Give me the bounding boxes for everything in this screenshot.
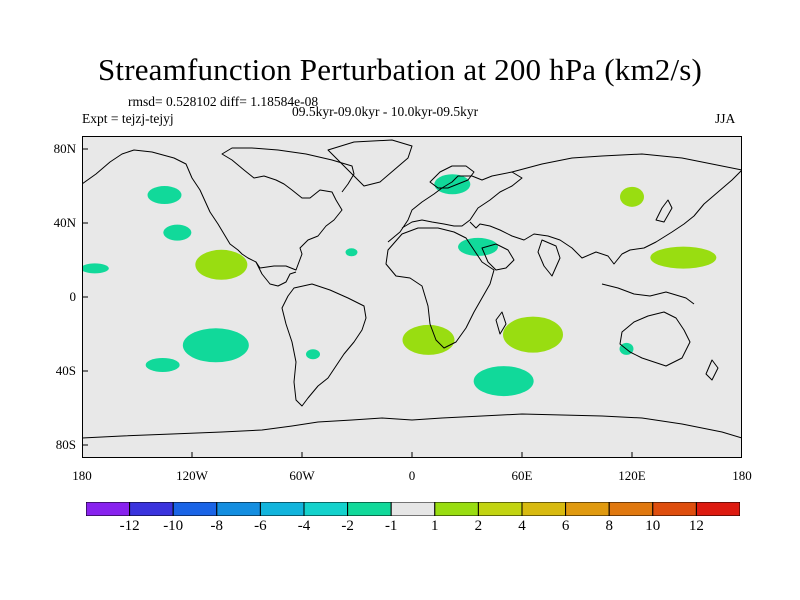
anomaly-pos-3 bbox=[195, 249, 248, 280]
coast-new-zealand bbox=[705, 359, 719, 381]
coast-africa bbox=[385, 227, 495, 349]
x-tick-label: 60E bbox=[511, 468, 533, 483]
anomaly-neg-15 bbox=[473, 366, 534, 397]
anomaly-pos-8 bbox=[650, 246, 717, 269]
coast-south-america bbox=[281, 283, 367, 407]
coast-australia bbox=[619, 311, 691, 367]
colorbar-label: 2 bbox=[474, 518, 483, 534]
anomaly-neg-11 bbox=[306, 349, 320, 360]
anomaly-pos-13 bbox=[503, 316, 563, 353]
colorbar-label: -6 bbox=[254, 518, 267, 534]
colorbar-swatch bbox=[608, 502, 654, 516]
colorbar-swatch bbox=[477, 502, 523, 516]
colorbar-label: 4 bbox=[518, 518, 526, 534]
y-tick-label: 80N bbox=[53, 141, 76, 156]
season-label: JJA bbox=[715, 111, 736, 126]
anomaly-neg-5 bbox=[434, 174, 471, 195]
colorbar-label: 6 bbox=[561, 518, 570, 534]
anomaly-pos-12 bbox=[402, 324, 455, 355]
x-tick-label: 0 bbox=[408, 468, 416, 483]
coast-indonesia bbox=[601, 283, 695, 305]
colorbar-label: -10 bbox=[163, 518, 184, 534]
x-tick-label: 180 bbox=[732, 468, 752, 483]
colorbar-label: -8 bbox=[210, 518, 224, 534]
colorbar-swatch bbox=[86, 502, 131, 516]
coast-antarctica bbox=[82, 413, 742, 439]
colorbar-swatch bbox=[521, 502, 567, 516]
colorbar-label: -1 bbox=[384, 518, 398, 534]
ocean-background bbox=[82, 136, 742, 458]
colorbar-label: -4 bbox=[297, 518, 311, 534]
anomaly-neg-2 bbox=[82, 263, 109, 274]
experiment-label: Expt = tejzj-tejyj bbox=[82, 111, 174, 126]
colorbar-swatch bbox=[129, 502, 174, 516]
colorbar-label: -2 bbox=[341, 518, 354, 534]
coast-north-america bbox=[82, 147, 355, 271]
anomaly-neg-10 bbox=[145, 357, 180, 372]
colorbar-label: 10 bbox=[645, 518, 661, 534]
coast-greenland bbox=[327, 139, 413, 187]
y-tick-label: 0 bbox=[69, 289, 77, 304]
coast-india bbox=[537, 239, 561, 277]
colorbar-swatch bbox=[695, 502, 740, 516]
colorbar-swatch bbox=[347, 502, 392, 516]
colorbar-swatch bbox=[434, 502, 479, 516]
x-tick-label: 120E bbox=[618, 468, 646, 483]
x-tick-label: 120W bbox=[176, 468, 208, 483]
x-tick-label: 60W bbox=[289, 468, 315, 483]
anomaly-neg-6 bbox=[458, 237, 498, 256]
colorbar bbox=[86, 502, 740, 516]
y-ticks bbox=[82, 148, 88, 446]
colorbar-swatch bbox=[303, 502, 349, 516]
rmsd-label: rmsd= 0.528102 diff= 1.18584e-08 bbox=[128, 94, 319, 109]
colorbar-label: -12 bbox=[119, 518, 140, 534]
colorbar-swatch bbox=[259, 502, 305, 516]
x-tick-label: 180 bbox=[72, 468, 92, 483]
coast-asia bbox=[469, 153, 742, 265]
colorbar-swatch bbox=[172, 502, 218, 516]
colorbar-swatch bbox=[390, 502, 436, 516]
y-tick-label: 80S bbox=[55, 437, 76, 452]
colorbar-swatch bbox=[216, 502, 261, 516]
colorbar-swatch bbox=[565, 502, 610, 516]
coast-scandinavia bbox=[429, 165, 475, 189]
anomaly-neg-1 bbox=[163, 224, 192, 241]
map-plot bbox=[82, 136, 742, 458]
anomaly-neg-9 bbox=[182, 328, 249, 363]
period-label: 09.5kyr-09.0kyr - 10.0kyr-09.5kyr bbox=[292, 104, 479, 119]
colorbar-label: 1 bbox=[431, 518, 439, 534]
coast-arabia bbox=[481, 243, 515, 271]
colorbar-swatch bbox=[652, 502, 697, 516]
y-tick-label: 40N bbox=[53, 215, 76, 230]
anomaly-layer bbox=[82, 174, 717, 397]
coast-europe bbox=[387, 171, 523, 243]
y-tick-label: 40S bbox=[55, 363, 76, 378]
coast-central-america bbox=[255, 261, 297, 287]
chart-title: Streamfunction Perturbation at 200 hPa (… bbox=[97, 52, 703, 87]
x-ticks bbox=[82, 452, 742, 458]
anomaly-pos-7 bbox=[620, 186, 644, 207]
coast-japan bbox=[655, 199, 673, 223]
coastlines bbox=[82, 139, 742, 439]
coast-madagascar bbox=[495, 311, 507, 335]
anomaly-neg-4 bbox=[345, 248, 358, 257]
colorbar-label: 12 bbox=[688, 518, 704, 534]
anomaly-neg-0 bbox=[147, 186, 182, 205]
colorbar-label: 8 bbox=[605, 518, 613, 534]
